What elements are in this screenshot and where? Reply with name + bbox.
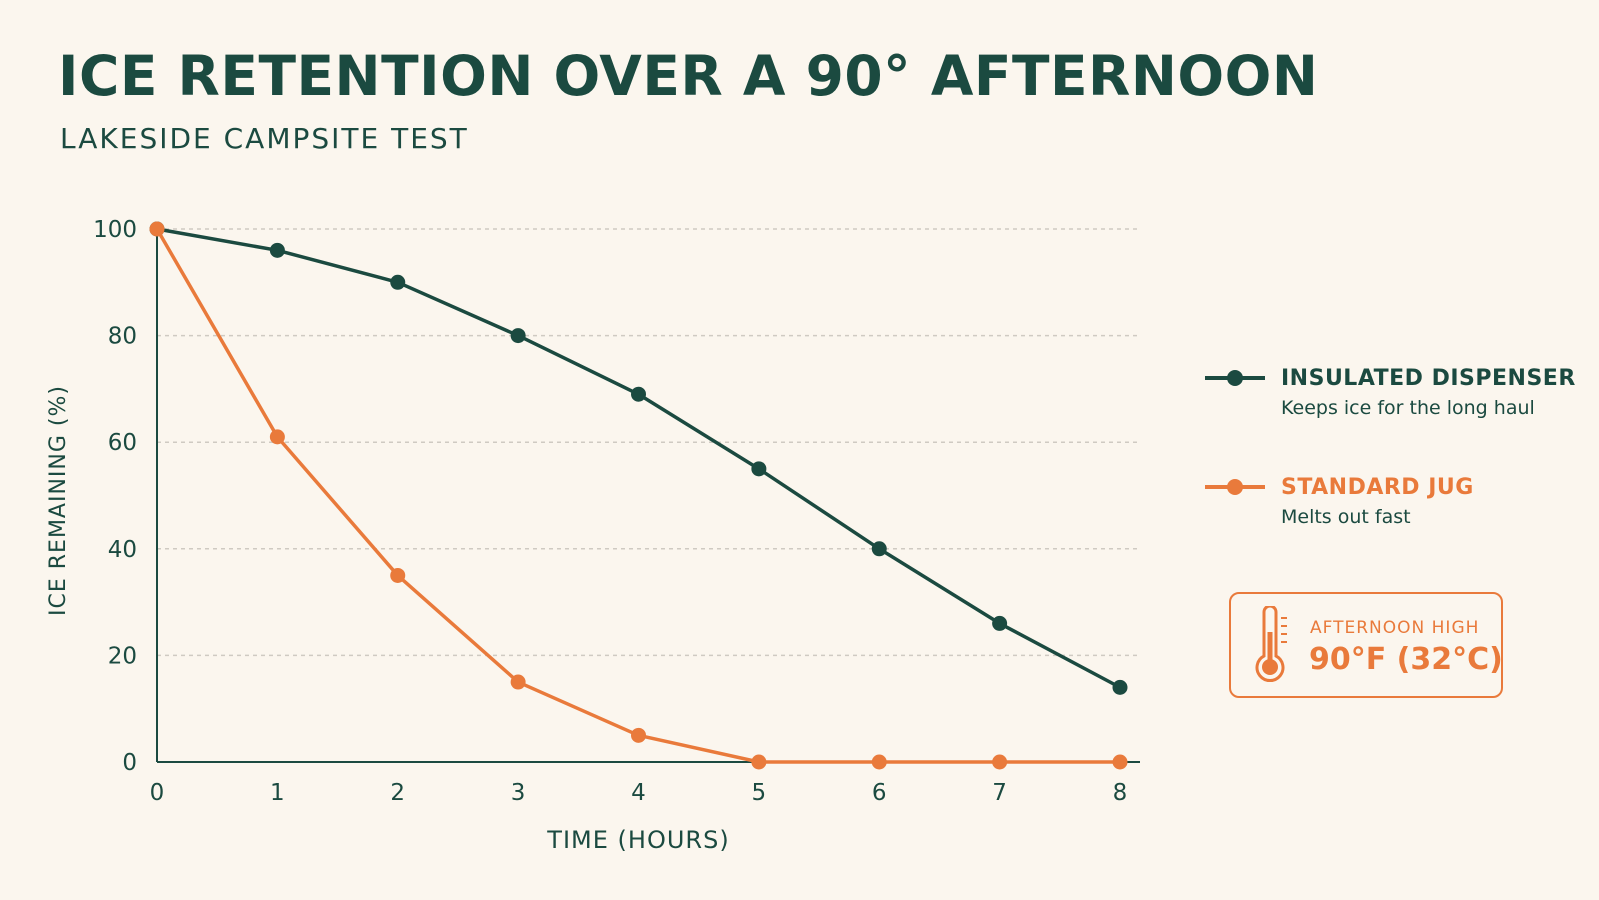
chart-title: ICE RETENTION OVER A 90° AFTERNOON [58, 44, 1319, 108]
data-point-standard-jug [149, 221, 165, 237]
data-point-insulated-dispenser [751, 461, 767, 477]
afternoon-high-callout: AFTERNOON HIGH 90°F (32°C) [1229, 592, 1503, 698]
data-point-standard-jug [510, 674, 526, 690]
legend-label-standard-jug: STANDARD JUG [1281, 475, 1474, 500]
y-axis-title: ICE REMAINING (%) [46, 385, 71, 616]
legend-description-standard-jug: Melts out fast [1281, 506, 1411, 528]
data-point-insulated-dispenser [390, 274, 406, 290]
legend-label-insulated-dispenser: INSULATED DISPENSER [1281, 366, 1576, 391]
x-tick-label: 0 [150, 780, 165, 806]
x-tick-label: 5 [752, 780, 767, 806]
series [149, 221, 1128, 770]
y-tick-label: 60 [108, 430, 137, 456]
data-point-standard-jug [390, 567, 406, 583]
y-tick-label: 20 [108, 643, 137, 669]
data-point-standard-jug [631, 727, 646, 743]
x-axis-title: TIME (HOURS) [546, 826, 729, 854]
legend-description-insulated-dispenser: Keeps ice for the long haul [1281, 397, 1535, 419]
gridlines [157, 228, 1140, 657]
data-point-standard-jug [269, 429, 285, 445]
y-tick-label: 100 [93, 217, 137, 243]
data-point-standard-jug [871, 754, 887, 770]
chart-subtitle: LAKESIDE CAMPSITE TEST [60, 122, 469, 155]
x-tick-label: 1 [270, 780, 285, 806]
x-tick-label: 6 [872, 780, 887, 806]
legend-marker-insulated-dispenser [1205, 370, 1265, 386]
x-tick-label: 7 [992, 780, 1007, 806]
thermometer-icon [1255, 606, 1287, 683]
legend-marker-standard-jug [1205, 479, 1265, 495]
data-point-standard-jug [992, 754, 1008, 770]
axis-labels: 0 20 40 60 80 100 0 1 2 3 4 5 6 7 8 TIME (HOURS) ICE REM… [46, 217, 1127, 854]
x-tick-label: 4 [631, 780, 646, 806]
data-point-insulated-dispenser [269, 242, 285, 258]
y-tick-label: 80 [108, 324, 137, 350]
data-point-insulated-dispenser [510, 328, 526, 344]
series-line-standard-jug [155, 228, 1120, 764]
x-tick-label: 8 [1113, 780, 1128, 806]
data-point-standard-jug [751, 754, 767, 770]
data-point-insulated-dispenser [992, 615, 1008, 631]
callout-value: 90°F (32°C) [1309, 642, 1503, 677]
axes [156, 229, 1140, 763]
data-point-standard-jug [1112, 754, 1128, 770]
y-tick-label: 40 [108, 537, 137, 563]
series-line-insulated-dispenser [156, 227, 1121, 689]
y-tick-label: 0 [122, 750, 137, 776]
data-point-insulated-dispenser [871, 541, 887, 557]
data-point-insulated-dispenser [1112, 679, 1128, 695]
callout-label: AFTERNOON HIGH [1310, 618, 1480, 638]
data-point-insulated-dispenser [631, 386, 646, 402]
x-tick-label: 2 [390, 780, 405, 806]
x-tick-label: 3 [511, 780, 526, 806]
